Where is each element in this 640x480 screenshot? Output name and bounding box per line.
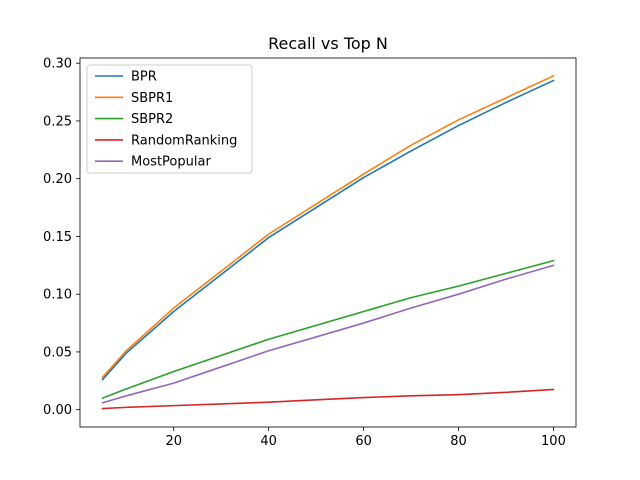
series-line-sbpr1 — [101, 74, 555, 379]
x-axis: 20 40 60 80 100 — [165, 427, 566, 449]
series-group — [101, 74, 555, 410]
legend-label: SBPR2 — [131, 112, 173, 127]
y-tick-label: 0.00 — [43, 403, 72, 418]
y-tick-label: 0.25 — [43, 114, 72, 129]
x-tick-label: 60 — [355, 434, 372, 449]
x-tick-label: 80 — [450, 434, 467, 449]
axes-frame — [79, 57, 577, 428]
x-tick-label: 20 — [165, 434, 182, 449]
series-line-randomranking — [101, 388, 555, 410]
legend-label: SBPR1 — [131, 91, 173, 106]
legend-label: MostPopular — [131, 155, 211, 170]
series-line-bpr — [101, 79, 555, 381]
series-line-mostpopular — [101, 264, 555, 404]
legend-label: BPR — [131, 70, 157, 85]
x-tick-label: 100 — [541, 434, 566, 449]
y-tick-label: 0.15 — [43, 230, 72, 245]
x-tick-label: 40 — [260, 434, 277, 449]
y-tick-label: 0.05 — [43, 345, 72, 360]
chart-title: Recall vs Top N — [268, 34, 388, 53]
legend-box — [86, 64, 253, 174]
series-line-sbpr2 — [101, 259, 555, 400]
y-axis: 0.00 0.05 0.10 0.15 0.20 0.25 0.30 — [43, 57, 80, 418]
legend: BPR SBPR1 SBPR2 RandomRanking MostPopular — [86, 64, 253, 174]
legend-label: RandomRanking — [131, 133, 237, 148]
y-tick-label: 0.20 — [43, 172, 72, 187]
y-tick-label: 0.30 — [43, 57, 72, 72]
y-tick-label: 0.10 — [43, 288, 72, 303]
